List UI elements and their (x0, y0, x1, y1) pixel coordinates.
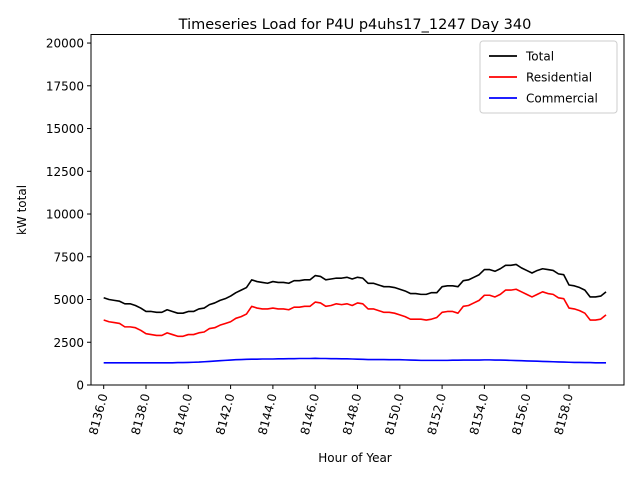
x-tick-label: 8156.0 (509, 392, 533, 436)
chart-title: Timeseries Load for P4U p4uhs17_1247 Day… (178, 17, 532, 33)
x-tick-label: 8158.0 (552, 392, 576, 436)
x-tick-label: 8146.0 (298, 392, 322, 436)
legend: Total Residential Commercial (479, 40, 618, 114)
y-tick-label: 7500 (53, 250, 84, 264)
y-axis: 0 2500 5000 7500 10000 12500 15000 17500 20000 (46, 37, 91, 393)
x-tick-label: 8150.0 (382, 392, 406, 436)
x-tick-label: 8144.0 (255, 392, 279, 436)
x-tick-label: 8152.0 (425, 392, 449, 436)
y-tick-label: 2500 (53, 336, 84, 350)
x-tick-label: 8140.0 (171, 392, 195, 436)
legend-frame (479, 40, 618, 114)
series-line-total (103, 263, 607, 314)
x-tick-label: 8142.0 (213, 392, 237, 436)
x-tick-label: 8136.0 (86, 392, 110, 436)
legend-label-commercial: Commercial (526, 92, 598, 106)
x-tick-label: 8148.0 (340, 392, 364, 436)
y-axis-label: kW total (15, 185, 29, 235)
y-tick-label: 15000 (46, 122, 84, 136)
series-line-commercial (103, 357, 607, 364)
x-tick-label: 8138.0 (128, 392, 152, 436)
x-tick-label: 8154.0 (467, 392, 491, 436)
series-layer (103, 263, 607, 364)
series-line-residential (103, 288, 607, 338)
y-tick-label: 10000 (46, 208, 84, 222)
y-tick-label: 5000 (53, 293, 84, 307)
x-axis-label: Hour of Year (318, 451, 392, 465)
x-axis: 8136.0 8138.0 8140.0 8142.0 8144.0 8146.0 8148… (86, 385, 576, 436)
legend-label-residential: Residential (526, 71, 592, 85)
y-tick-label: 12500 (46, 165, 84, 179)
y-tick-label: 20000 (46, 37, 84, 51)
y-tick-label: 0 (76, 379, 84, 393)
y-tick-label: 17500 (46, 79, 84, 93)
legend-label-total: Total (525, 50, 554, 64)
